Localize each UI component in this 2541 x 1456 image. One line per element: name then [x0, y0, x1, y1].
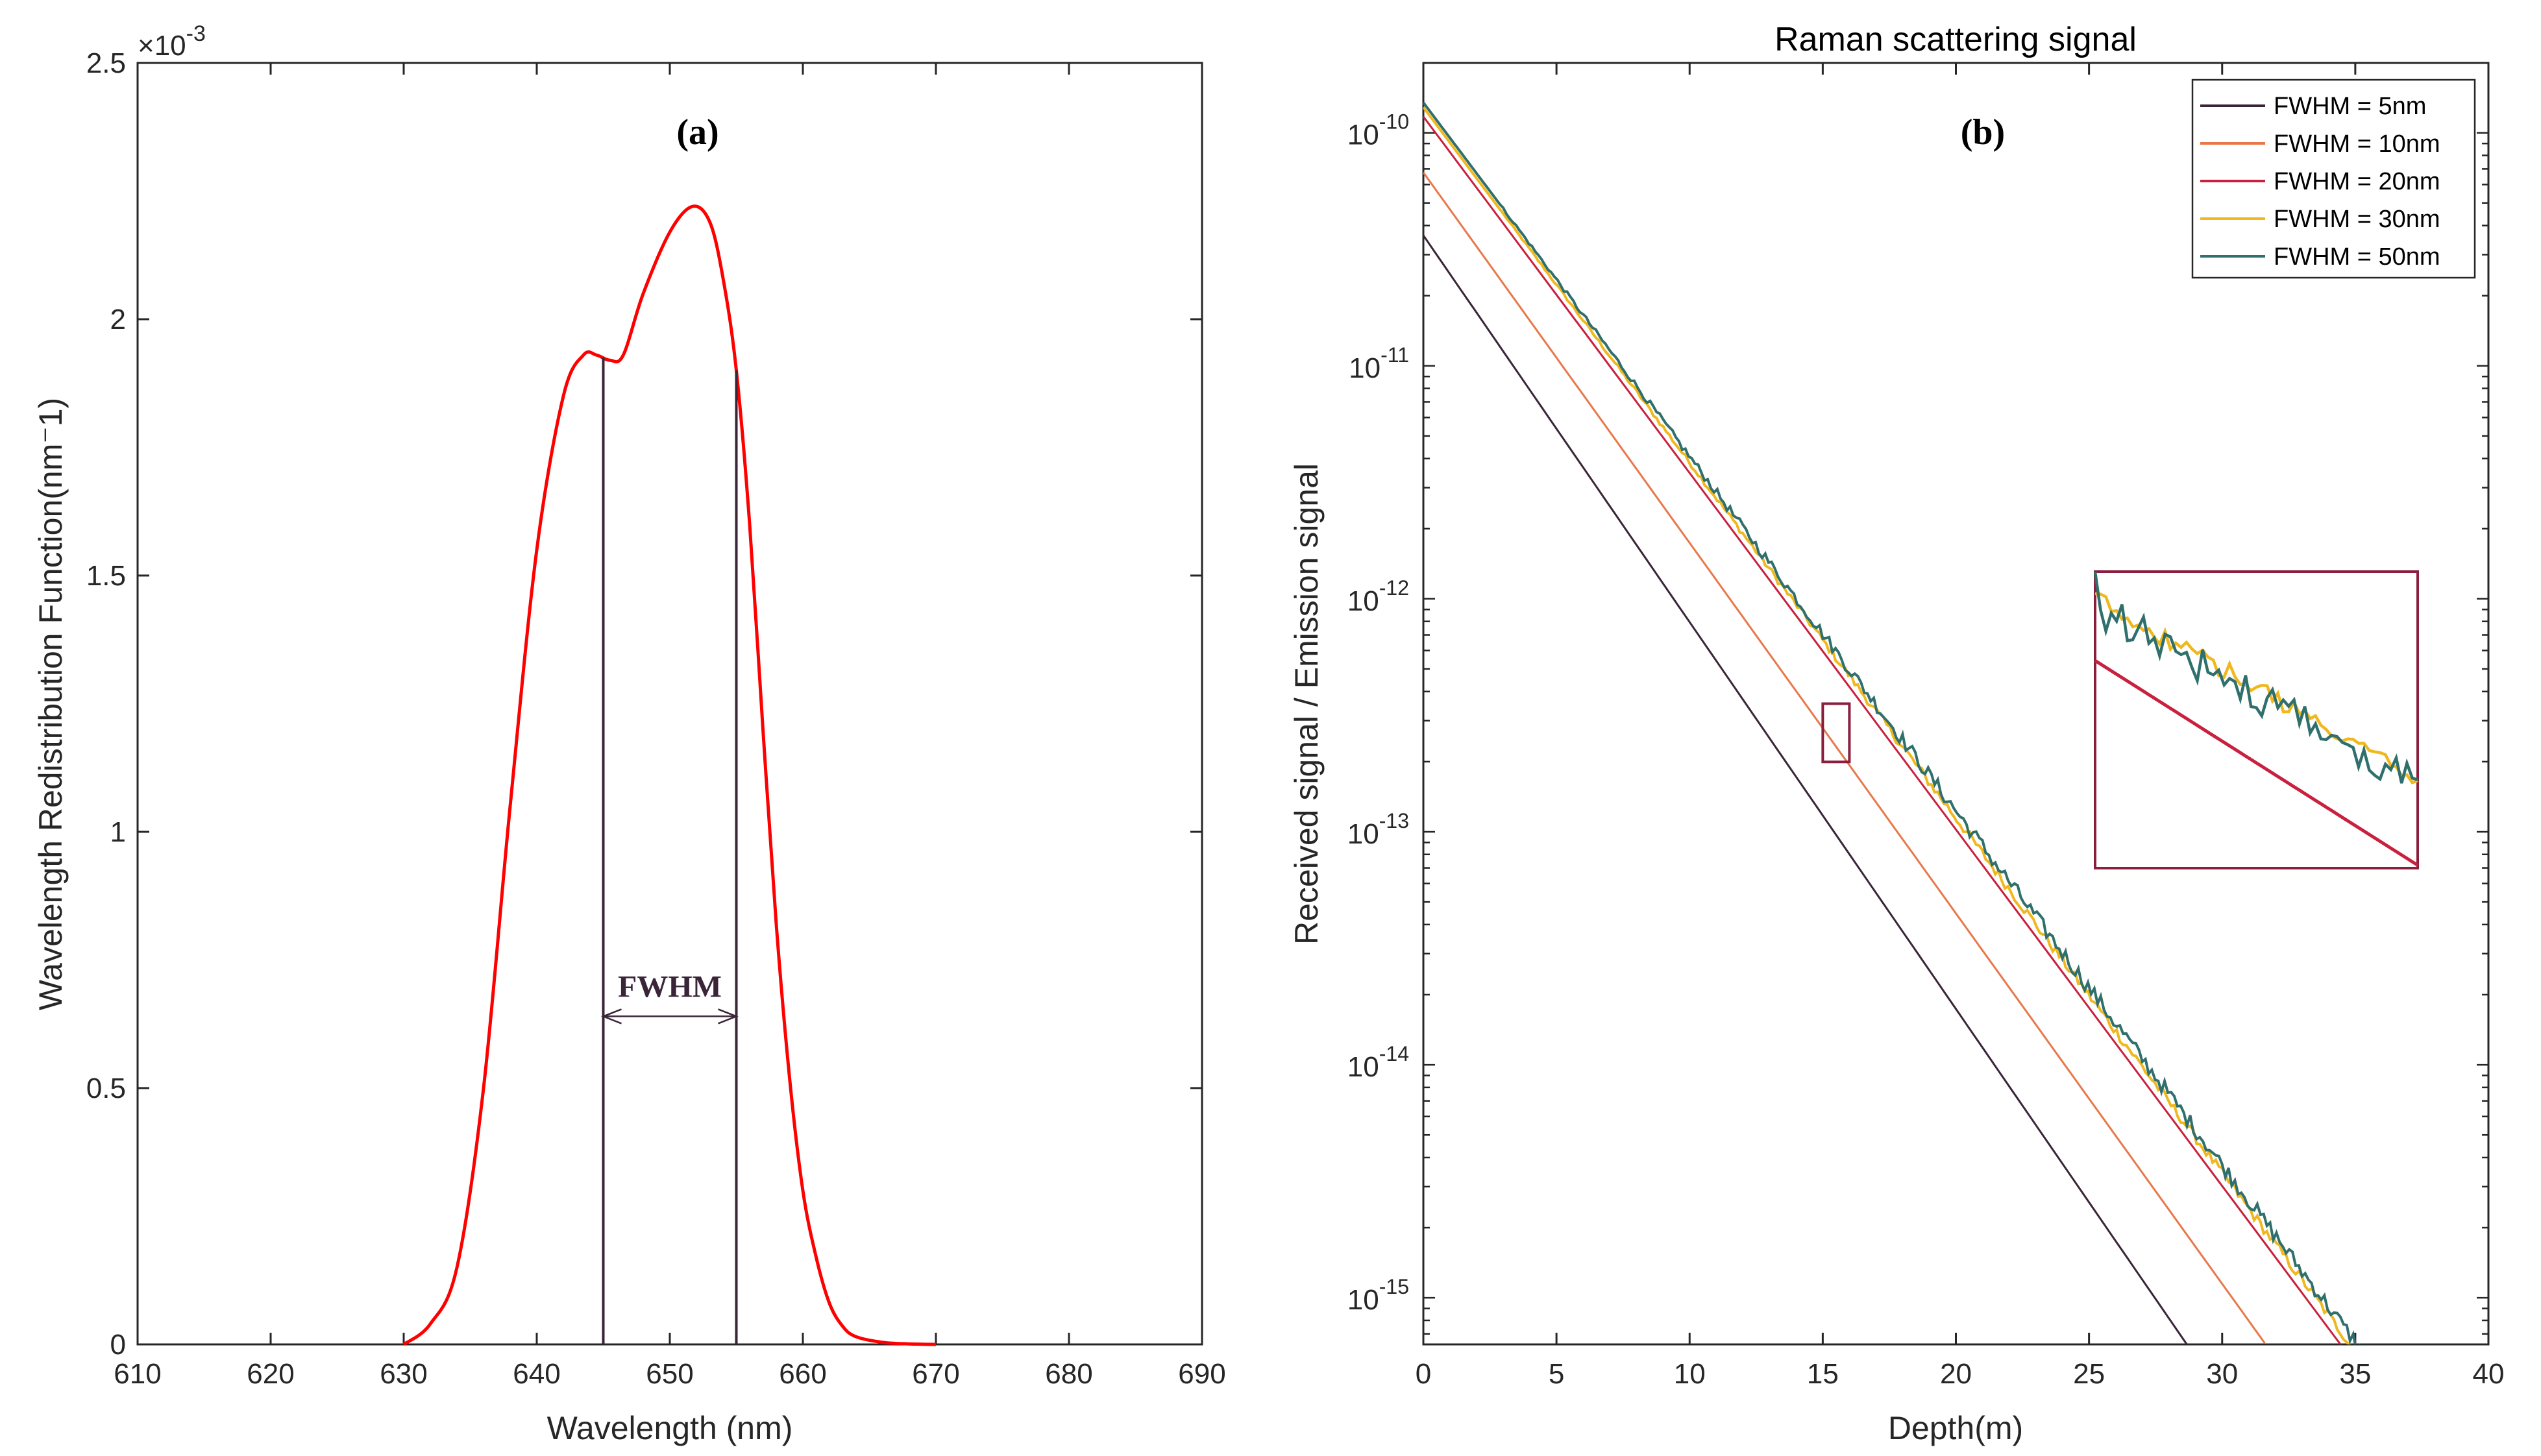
- zoom-inset-line-3: [2093, 571, 2418, 784]
- x-tick-label: 0: [1416, 1358, 1431, 1390]
- fwhm-arrow: [601, 1008, 739, 1025]
- legend-label: FWHM = 5nm: [2274, 93, 2426, 120]
- panel-b-y-axis-label: Received signal / Emission signal: [1288, 463, 1325, 945]
- zoom-source-box: [1821, 702, 1851, 764]
- panel-a-x-tick-labels: 610 620 630 640 650 660 670 680 690: [114, 1358, 1225, 1390]
- y-tick-label: 1: [110, 816, 126, 848]
- legend-box: [2191, 79, 2476, 279]
- x-tick-label: 690: [1178, 1358, 1225, 1390]
- x-tick-label: 20: [1940, 1358, 1972, 1390]
- series-line-5: [1423, 101, 2361, 1344]
- y-tick-label: 10-12: [1347, 576, 1409, 617]
- panel-b-y-tick-labels: 10-15 10-14 10-13 10-12 10-11 10-10: [1347, 110, 1409, 1316]
- y-tick-label: 10-11: [1349, 343, 1409, 384]
- panel-a-y-exponent: ×10-3: [138, 21, 206, 62]
- x-tick-label: 35: [2339, 1358, 2371, 1390]
- x-tick-label: 680: [1045, 1358, 1092, 1390]
- x-tick-label: 5: [1549, 1358, 1564, 1390]
- series-line-4: [1423, 106, 2351, 1344]
- zoom-inset-box: [2094, 570, 2419, 869]
- panel-a-y-axis-label: Wavelength Redistribution Function(nm⁻1): [32, 398, 69, 1010]
- y-tick-label: 10-10: [1347, 110, 1409, 151]
- legend-label: FWHM = 20nm: [2274, 168, 2440, 195]
- panel-b-x-axis-label: Depth(m): [1888, 1410, 2023, 1446]
- fwhm-arrow-head-right: [718, 1008, 739, 1025]
- panel-b-x-tick-labels: 0 5 10 15 20 25 30 35 40: [1416, 1358, 2505, 1390]
- x-tick-label: 650: [646, 1358, 693, 1390]
- y-tick-label: 1.5: [86, 560, 126, 592]
- panel-a-ticks: [136, 62, 1203, 1346]
- panel-a: 610 620 630 640 650 660 670 680 690 0 0.5 1 1.5 2 2.5…: [32, 21, 1226, 1446]
- x-tick-label: 640: [513, 1358, 560, 1390]
- y-tick-label: 10-14: [1347, 1042, 1409, 1083]
- y-tick-label: 10-13: [1347, 809, 1409, 850]
- series-line-2: [1423, 171, 2266, 1344]
- y-tick-label: 2: [110, 304, 126, 335]
- x-tick-label: 670: [912, 1358, 959, 1390]
- panel-a-curve: [402, 204, 937, 1346]
- x-tick-label: 620: [247, 1358, 294, 1390]
- x-tick-label: 30: [2206, 1358, 2238, 1390]
- panel-b-ticks: [1422, 63, 2490, 1344]
- panel-a-tag: (a): [676, 112, 718, 152]
- y-tick-label: 0.5: [86, 1073, 126, 1104]
- panel-b-tag: (b): [1961, 112, 2005, 152]
- y-tick-label: 0: [110, 1329, 126, 1361]
- panel-a-axes-box: [136, 62, 1203, 1346]
- x-tick-label: 25: [2073, 1358, 2105, 1390]
- x-tick-label: 10: [1674, 1358, 1706, 1390]
- x-tick-label: 610: [114, 1358, 161, 1390]
- panel-a-x-axis-label: Wavelength (nm): [547, 1410, 793, 1446]
- panel-b-legend: FWHM = 5nm FWHM = 10nm FWHM = 20nm FWHM = 3…: [2191, 79, 2476, 279]
- zoom-inset-line-1: [2094, 659, 2419, 867]
- panel-b-title: Raman scattering signal: [1774, 21, 2137, 58]
- legend-label: FWHM = 10nm: [2274, 130, 2440, 158]
- x-tick-label: 630: [380, 1358, 427, 1390]
- panel-b: Raman scattering signal 0 5 10 15 20 25 30 35 40…: [1288, 21, 2504, 1446]
- panel-a-y-tick-labels: 0 0.5 1 1.5 2 2.5: [86, 47, 126, 1361]
- fwhm-arrow-head-left: [601, 1008, 622, 1025]
- y-tick-label: 2.5: [86, 47, 126, 79]
- x-tick-label: 40: [2473, 1358, 2505, 1390]
- series-line-3: [1423, 115, 2342, 1344]
- fwhm-label: FWHM: [618, 969, 722, 1004]
- x-tick-label: 660: [779, 1358, 826, 1390]
- x-tick-label: 15: [1807, 1358, 1839, 1390]
- legend-label: FWHM = 30nm: [2274, 206, 2440, 233]
- series-line-1: [1423, 234, 2189, 1344]
- y-tick-label: 10-15: [1347, 1275, 1409, 1316]
- zoom-inset: [2093, 570, 2419, 869]
- panel-b-series-lines: [1423, 101, 2361, 1344]
- legend-label: FWHM = 50nm: [2274, 243, 2440, 271]
- zoom-inset-line-2: [2094, 592, 2418, 784]
